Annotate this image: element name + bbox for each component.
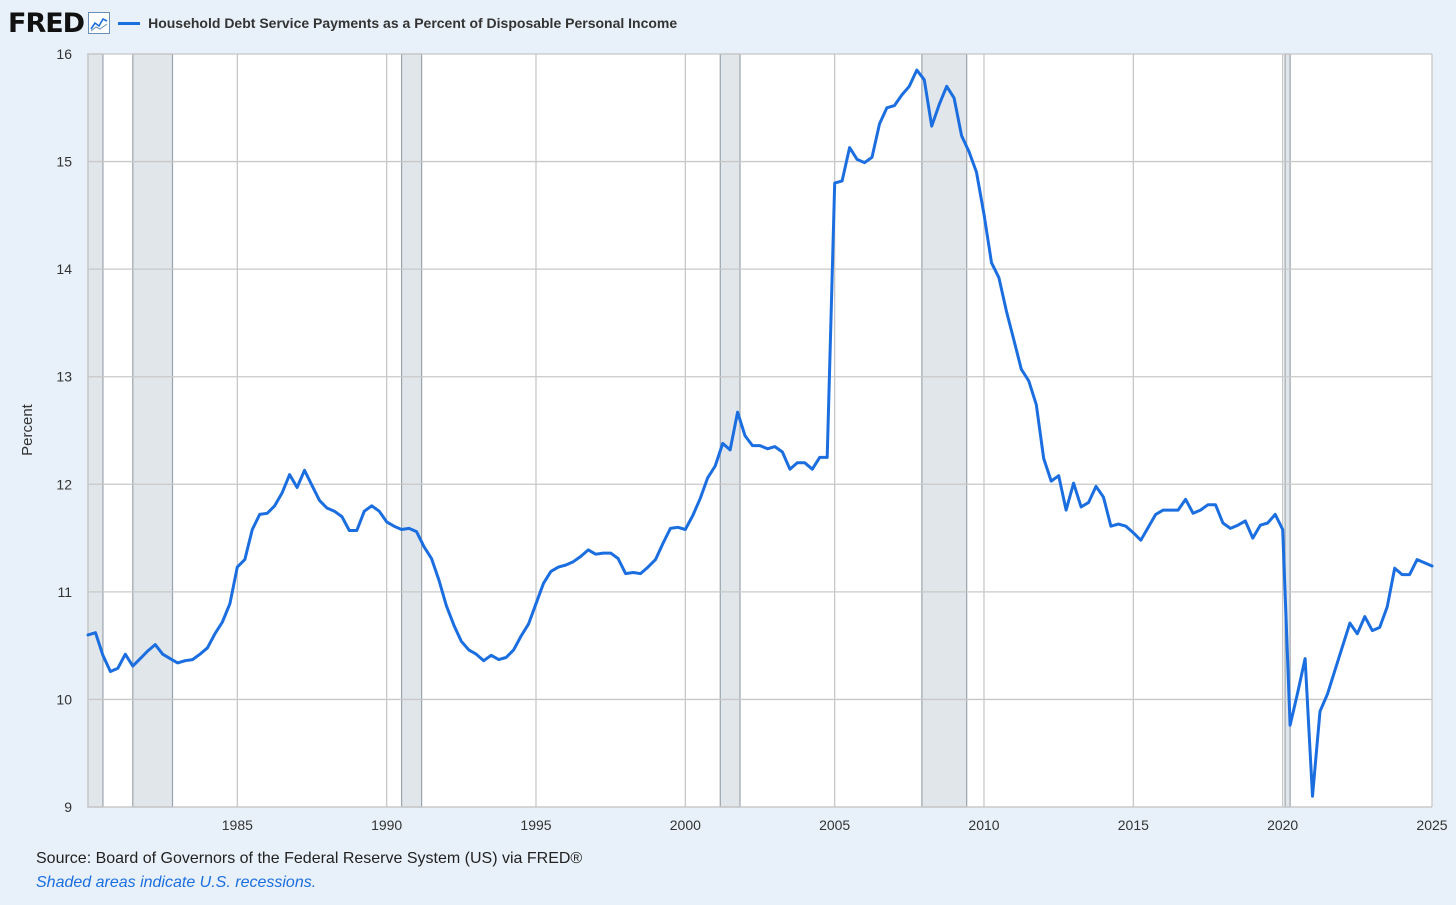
x-tick-label: 2025 (1416, 817, 1447, 833)
recession-band (921, 53, 968, 808)
y-tick-label: 9 (64, 799, 72, 815)
y-tick-label: 10 (56, 691, 72, 707)
y-tick-label: 13 (56, 369, 72, 385)
chart-footer: Source: Board of Governors of the Federa… (36, 850, 582, 892)
legend: Household Debt Service Payments as a Per… (118, 15, 677, 31)
y-tick-label: 15 (56, 154, 72, 170)
x-tick-label: 1995 (520, 817, 551, 833)
fred-logo[interactable]: FRED (8, 7, 85, 39)
recession-band (87, 53, 104, 808)
source-text: Source: Board of Governors of the Federa… (36, 850, 583, 867)
legend-swatch (118, 21, 141, 25)
y-axis-ticks: 9 10 11 12 13 14 15 16 (56, 46, 72, 815)
series-line[interactable] (86, 68, 1434, 798)
recession-band (132, 53, 174, 808)
x-axis-ticks: 1985 1990 1995 2000 2005 2010 2015 2020 2025 (222, 817, 1448, 833)
y-tick-label: 12 (56, 476, 72, 492)
x-tick-label: 2000 (670, 817, 701, 833)
x-tick-label: 2015 (1118, 817, 1149, 833)
plot-background (88, 54, 1432, 807)
fred-chart-icon (88, 12, 111, 34)
grid-lines (87, 53, 1433, 808)
recession-note: Shaded areas indicate U.S. recessions. (36, 874, 317, 891)
y-tick-label: 14 (56, 261, 72, 277)
recession-band (401, 53, 423, 808)
x-tick-label: 2020 (1267, 817, 1298, 833)
legend-label: Household Debt Service Payments as a Per… (148, 15, 678, 31)
x-tick-label: 1985 (222, 817, 253, 833)
recession-band (719, 53, 741, 808)
x-tick-label: 1990 (371, 817, 402, 833)
y-tick-label: 11 (57, 584, 72, 600)
chart-header: FRED Household Debt Service Payments as … (8, 6, 677, 40)
y-tick-label: 16 (56, 46, 72, 62)
x-tick-label: 2005 (819, 817, 850, 833)
y-axis-label: Percent (19, 403, 36, 456)
x-tick-label: 2010 (968, 817, 999, 833)
